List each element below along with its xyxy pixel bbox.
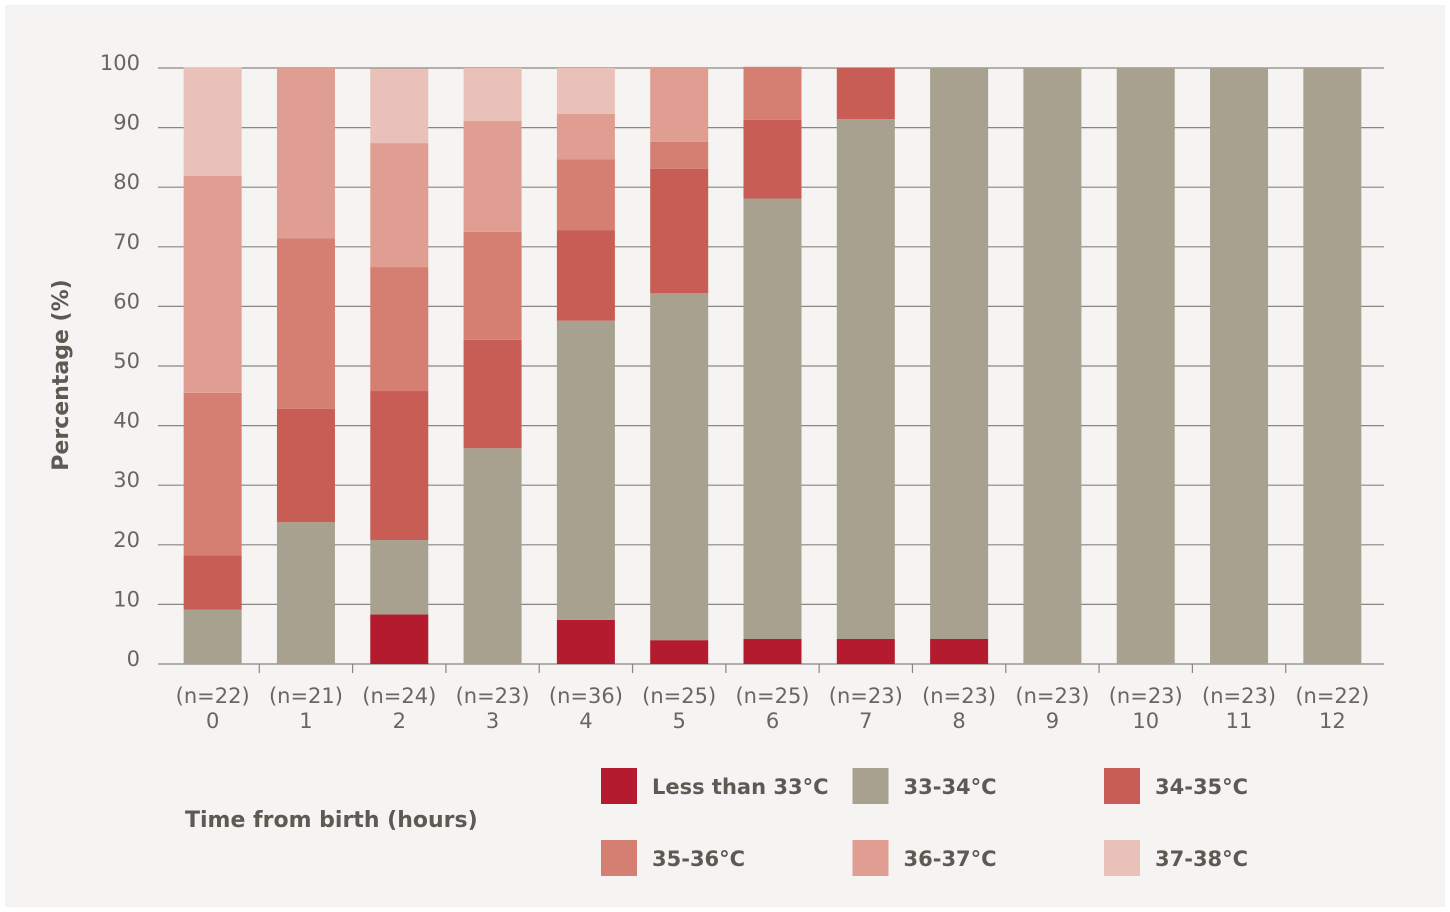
x-tick-label: 12 <box>1319 709 1346 733</box>
y-tick-label: 20 <box>113 528 140 552</box>
x-tick-sample-size: (n=25) <box>735 684 809 708</box>
x-tick-label: 10 <box>1132 709 1159 733</box>
x-tick-sample-size: (n=36) <box>549 684 623 708</box>
x-tick-label: 9 <box>1046 709 1059 733</box>
x-tick-label: 7 <box>859 709 872 733</box>
x-tick-label: 8 <box>952 709 965 733</box>
bar-segment <box>370 68 429 144</box>
y-axis-title: Percentage (%) <box>49 279 74 470</box>
legend-label: Less than 33°C <box>652 775 829 799</box>
legend-swatch <box>601 768 637 804</box>
bar-segment <box>650 640 709 664</box>
bar-segment <box>370 143 429 268</box>
bar-segment <box>183 392 242 556</box>
legend-swatch <box>852 768 889 804</box>
x-tick-label: 3 <box>486 709 499 733</box>
bar-segment <box>743 119 802 199</box>
bar-segment <box>370 614 429 664</box>
x-tick-sample-size: (n=22) <box>176 684 250 708</box>
bar-segment <box>556 159 615 231</box>
bar-segment <box>463 339 522 449</box>
x-tick-label: 2 <box>393 709 406 733</box>
x-tick-sample-size: (n=23) <box>456 684 530 708</box>
legend-label: 33-34°C <box>904 775 997 799</box>
x-tick-label: 0 <box>206 709 219 733</box>
bar-segment <box>1303 68 1362 664</box>
legend-label: 35-36°C <box>652 847 745 871</box>
x-tick-sample-size: (n=22) <box>1295 684 1369 708</box>
bar-segment <box>1210 68 1269 664</box>
legend-label: 36-37°C <box>904 847 997 871</box>
bar-segment <box>463 231 522 340</box>
x-axis-title: Time from birth (hours) <box>185 808 478 833</box>
x-tick-sample-size: (n=25) <box>642 684 716 708</box>
bar-segment <box>556 320 615 620</box>
x-tick-label: 6 <box>766 709 779 733</box>
y-tick-label: 60 <box>113 289 140 313</box>
x-tick-sample-size: (n=24) <box>362 684 436 708</box>
legend-swatch <box>1104 768 1140 804</box>
bar-segment <box>930 638 989 664</box>
bar-segment <box>650 293 709 641</box>
bar-segment <box>743 66 802 120</box>
x-tick-sample-size: (n=23) <box>922 684 996 708</box>
y-tick-label: 10 <box>113 587 140 611</box>
legend-swatch <box>1104 840 1140 876</box>
x-tick-sample-size: (n=23) <box>829 684 903 708</box>
bar-segment <box>463 448 522 664</box>
bar-segment <box>276 238 335 409</box>
bar-segment <box>556 113 615 160</box>
x-tick-sample-size: (n=23) <box>1015 684 1089 708</box>
bar-segment <box>836 638 895 664</box>
x-tick-sample-size: (n=21) <box>269 684 343 708</box>
bar-segment <box>463 121 522 232</box>
bar-segment <box>556 619 615 664</box>
bar-segment <box>1023 68 1082 664</box>
y-tick-label: 50 <box>113 349 140 373</box>
bar-segment <box>650 168 709 294</box>
bar-segment <box>743 638 802 664</box>
bar-segment <box>183 609 242 664</box>
bar-segment <box>370 267 429 392</box>
y-tick-label: 80 <box>113 170 140 194</box>
bar-segment <box>556 68 615 114</box>
y-tick-label: 0 <box>127 647 140 671</box>
legend-swatch <box>852 840 889 876</box>
bar-segment <box>463 68 522 122</box>
bar-segment <box>930 68 989 639</box>
bar-segment <box>836 119 895 639</box>
y-tick-label: 30 <box>113 468 140 492</box>
legend-label: 37-38°C <box>1155 847 1248 871</box>
legend-swatch <box>601 840 637 876</box>
bar-segment <box>276 408 335 523</box>
bar-segment <box>836 68 895 120</box>
y-tick-label: 40 <box>113 409 140 433</box>
bar-segment <box>370 540 429 615</box>
bar-segment <box>276 68 335 239</box>
bar-segment <box>650 68 709 142</box>
y-tick-label: 90 <box>113 111 140 135</box>
bar-segment <box>183 555 242 610</box>
bar-segment <box>743 198 802 639</box>
bar-segment <box>556 230 615 321</box>
x-tick-sample-size: (n=23) <box>1109 684 1183 708</box>
x-tick-sample-size: (n=23) <box>1202 684 1276 708</box>
x-tick-label: 5 <box>673 709 686 733</box>
y-tick-label: 100 <box>100 51 140 75</box>
bar-segment <box>183 67 242 176</box>
bar-segment <box>370 391 429 541</box>
x-tick-label: 11 <box>1226 709 1253 733</box>
bar-segment <box>650 141 709 169</box>
x-tick-label: 4 <box>579 709 592 733</box>
y-tick-label: 70 <box>113 230 140 254</box>
bar-segment <box>276 522 335 664</box>
x-tick-label: 1 <box>299 709 312 733</box>
bar-segment <box>183 175 242 393</box>
bar-segment <box>1116 68 1175 664</box>
panel <box>5 5 1445 907</box>
legend-label: 34-35°C <box>1155 775 1248 799</box>
